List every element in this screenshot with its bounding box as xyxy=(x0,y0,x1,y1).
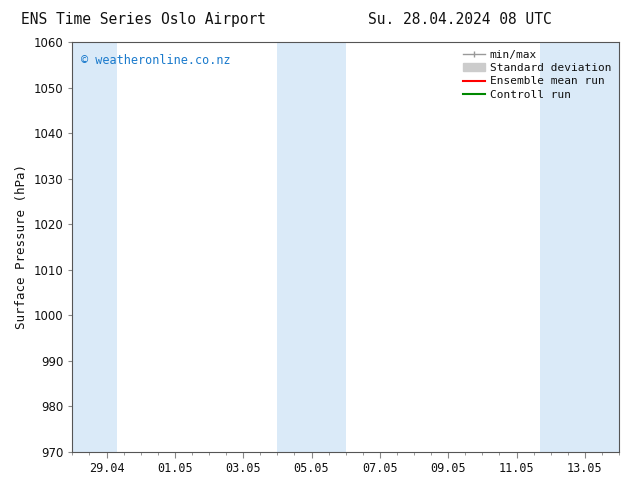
Text: © weatheronline.co.nz: © weatheronline.co.nz xyxy=(81,54,230,67)
Text: ENS Time Series Oslo Airport: ENS Time Series Oslo Airport xyxy=(22,12,266,27)
Bar xyxy=(277,42,346,452)
Legend: min/max, Standard deviation, Ensemble mean run, Controll run: min/max, Standard deviation, Ensemble me… xyxy=(461,48,614,102)
Bar xyxy=(72,42,117,452)
Text: Su. 28.04.2024 08 UTC: Su. 28.04.2024 08 UTC xyxy=(368,12,552,27)
Y-axis label: Surface Pressure (hPa): Surface Pressure (hPa) xyxy=(15,164,28,329)
Bar xyxy=(540,42,619,452)
